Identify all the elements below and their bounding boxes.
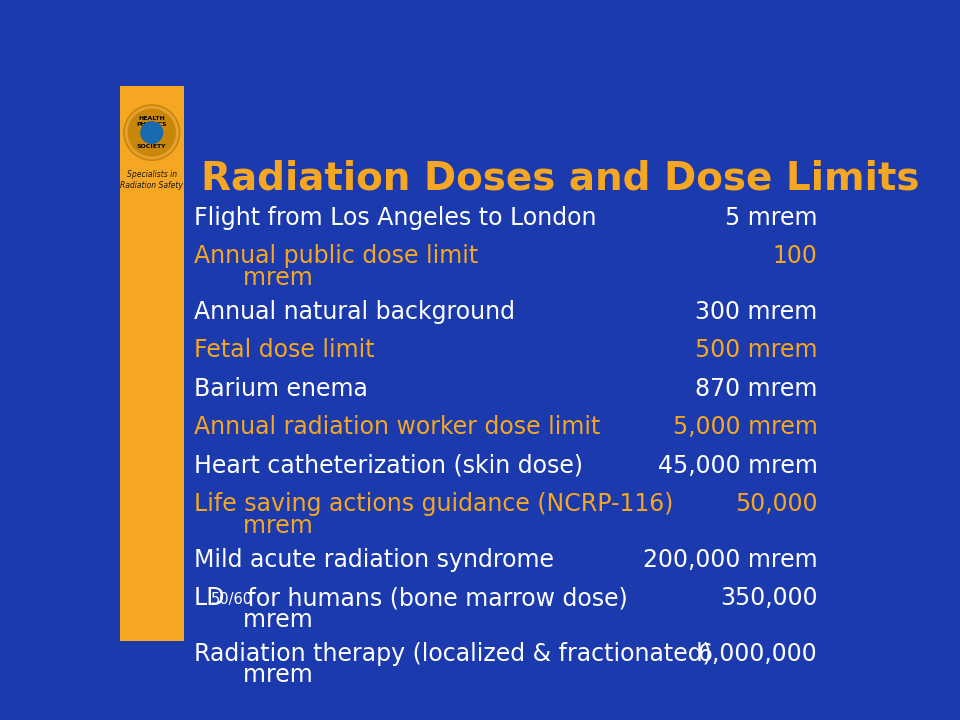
Text: Life saving actions guidance (NCRP-116): Life saving actions guidance (NCRP-116) [194,492,673,516]
Text: Annual natural background: Annual natural background [194,300,515,324]
Text: 50/60: 50/60 [210,593,252,607]
Text: SOCIETY: SOCIETY [137,144,167,149]
Text: Flight from Los Angeles to London: Flight from Los Angeles to London [194,206,596,230]
Text: mrem: mrem [213,266,313,290]
Text: 350,000: 350,000 [720,586,818,610]
Text: 100: 100 [773,244,818,269]
Text: for humans (bone marrow dose): for humans (bone marrow dose) [240,586,628,610]
Text: mrem: mrem [213,514,313,538]
Bar [120,86,183,641]
Text: Fetal dose limit: Fetal dose limit [194,338,374,362]
Text: 5,000 mrem: 5,000 mrem [673,415,818,439]
Text: mrem: mrem [213,608,313,631]
Text: 200,000 mrem: 200,000 mrem [643,548,818,572]
Circle shape [124,105,180,161]
Text: Radiation Doses and Dose Limits: Radiation Doses and Dose Limits [202,160,920,197]
Text: Mild acute radiation syndrome: Mild acute radiation syndrome [194,548,554,572]
Text: 300 mrem: 300 mrem [695,300,818,324]
Text: LD: LD [194,586,226,610]
Text: 6,000,000: 6,000,000 [698,642,818,665]
Text: 5 mrem: 5 mrem [725,206,818,230]
Text: Radiation therapy (localized & fractionated): Radiation therapy (localized & fractiona… [194,642,711,665]
Text: Annual public dose limit: Annual public dose limit [194,244,478,269]
Text: Barium enema: Barium enema [194,377,368,401]
Text: HEALTH: HEALTH [138,116,165,121]
Text: mrem: mrem [213,663,313,687]
Text: 500 mrem: 500 mrem [695,338,818,362]
Text: 45,000 mrem: 45,000 mrem [658,454,818,477]
Text: PHYSICS: PHYSICS [136,122,167,127]
Text: Annual radiation worker dose limit: Annual radiation worker dose limit [194,415,600,439]
Text: 870 mrem: 870 mrem [695,377,818,401]
Text: Specialists in
Radiation Safety: Specialists in Radiation Safety [120,169,183,189]
Text: Heart catheterization (skin dose): Heart catheterization (skin dose) [194,454,583,477]
Text: 50,000: 50,000 [734,492,818,516]
Circle shape [141,122,162,143]
